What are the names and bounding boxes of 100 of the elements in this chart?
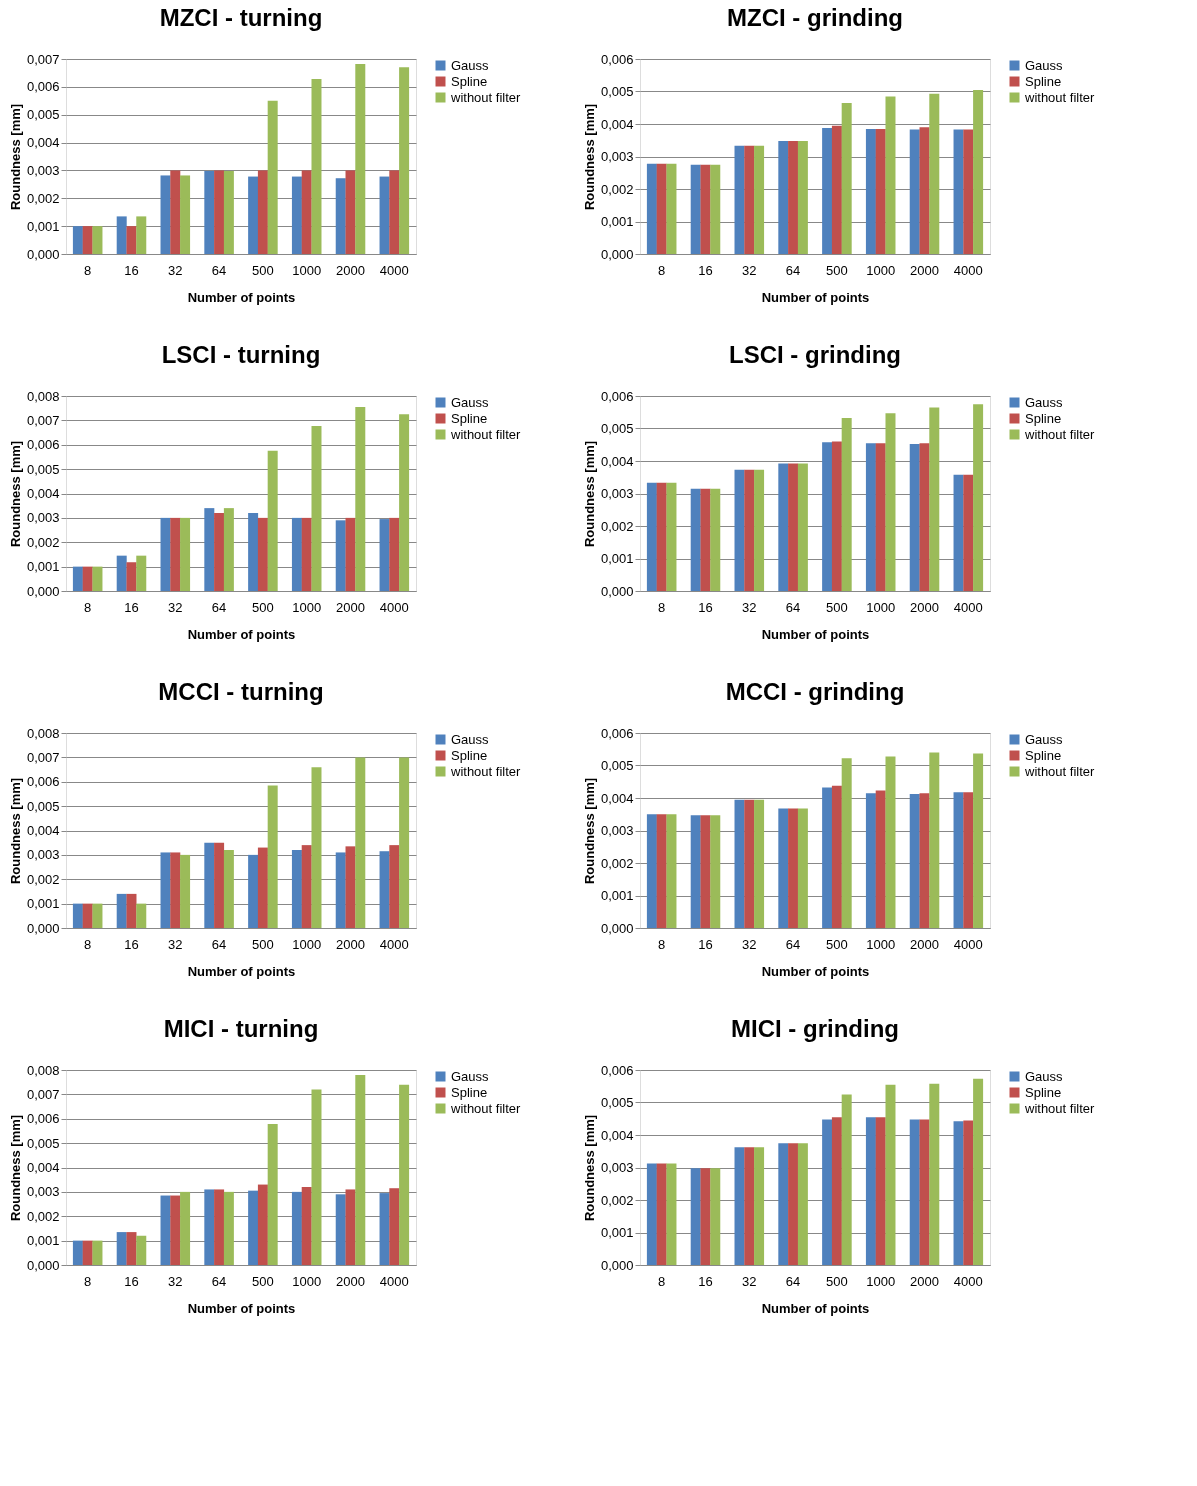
bar: [291, 850, 302, 928]
bar: [734, 1147, 745, 1265]
bar: [973, 404, 984, 591]
bar: [311, 425, 322, 591]
bar: [214, 170, 225, 254]
x-tick-label: 1000: [866, 599, 896, 615]
x-tick-label: 2000: [910, 599, 939, 615]
bar: [963, 1120, 974, 1265]
y-axis-title: Roundness [mm]: [7, 103, 23, 211]
x-tick-label: 8: [84, 599, 92, 615]
x-tick-label: 8: [84, 936, 92, 952]
bar: [116, 1232, 127, 1265]
bar: [379, 1193, 390, 1265]
bar: [291, 1191, 302, 1265]
x-tick-label: 8: [84, 1273, 92, 1289]
x-tick-label: 64: [211, 599, 227, 615]
y-tick-label: 0,003: [26, 510, 60, 526]
y-tick-label: 0,005: [600, 758, 634, 773]
bar: [248, 1190, 259, 1265]
bar: [345, 1189, 356, 1265]
bar: [656, 163, 667, 254]
bar: [82, 226, 93, 254]
y-tick-label: 0,000: [600, 1257, 634, 1273]
y-tick-label: 0,003: [26, 162, 60, 178]
bar: [257, 170, 268, 254]
bar: [919, 1119, 930, 1265]
bar: [267, 450, 278, 591]
y-tick-label: 0,006: [600, 388, 634, 404]
y-tick-label: 0,006: [26, 79, 60, 95]
x-tick-label: 8: [658, 262, 666, 278]
bar: [257, 1184, 268, 1265]
legend-label: without filter: [450, 89, 522, 105]
x-tick-label: 32: [168, 1273, 183, 1289]
legend-label: Gauss: [451, 394, 490, 410]
x-tick-label: 4000: [953, 1273, 983, 1289]
bar: [126, 226, 137, 254]
bar: [841, 758, 852, 928]
bar: [72, 1240, 83, 1265]
bar: [204, 170, 215, 254]
y-tick-label: 0,003: [26, 847, 60, 863]
chart-title: MICI - turning: [163, 1015, 319, 1042]
bar: [345, 846, 356, 928]
y-tick-label: 0,005: [600, 1095, 634, 1110]
bar: [963, 129, 974, 254]
bar: [180, 517, 191, 591]
bar: [744, 469, 755, 591]
y-tick-label: 0,008: [26, 725, 60, 741]
x-tick-label: 4000: [953, 262, 983, 278]
bar: [666, 163, 677, 254]
bar: [822, 1119, 833, 1265]
y-tick-label: 0,008: [26, 388, 60, 404]
y-axis-title: Roundness [mm]: [7, 440, 23, 548]
x-tick-label: 2000: [910, 262, 939, 278]
x-tick-label: 64: [785, 262, 801, 278]
bar: [646, 482, 657, 591]
bar: [919, 127, 930, 254]
y-tick-label: 0,000: [600, 246, 634, 262]
y-tick-label: 0,001: [26, 896, 60, 912]
chart-title: MZCI - turning: [159, 4, 323, 31]
bar: [744, 1147, 755, 1265]
x-axis-title: Number of points: [761, 626, 870, 642]
y-tick-label: 0,007: [26, 51, 60, 67]
bar: [389, 845, 400, 928]
x-tick-label: 64: [785, 936, 801, 952]
y-axis-title: Roundness [mm]: [7, 777, 23, 885]
bar: [116, 555, 127, 591]
y-tick-label: 0,006: [26, 437, 60, 453]
y-tick-label: 0,004: [26, 135, 60, 151]
bar: [831, 1117, 842, 1265]
y-tick-label: 0,004: [600, 790, 634, 806]
bar: [909, 444, 920, 591]
y-tick-label: 0,005: [26, 1135, 60, 1151]
bar: [885, 756, 896, 928]
bar: [267, 100, 278, 254]
bar: [92, 566, 103, 591]
x-tick-label: 2000: [910, 936, 939, 952]
bar: [797, 1143, 808, 1265]
bar: [335, 178, 346, 254]
bar: [257, 847, 268, 928]
bar: [72, 226, 83, 254]
y-tick-label: 0,002: [600, 1192, 634, 1208]
bar: [875, 1117, 886, 1265]
y-tick-label: 0,001: [26, 1233, 60, 1249]
bar: [822, 127, 833, 254]
bar: [92, 1240, 103, 1265]
bar: [223, 850, 234, 928]
legend-label: Spline: [451, 747, 488, 763]
bar: [841, 418, 852, 591]
x-tick-label: 16: [124, 936, 139, 952]
y-tick-label: 0,008: [26, 1062, 60, 1078]
bar: [389, 517, 400, 591]
x-tick-label: 16: [698, 936, 713, 952]
y-tick-label: 0,004: [26, 1160, 60, 1175]
x-tick-label: 64: [211, 262, 227, 278]
bar: [399, 414, 410, 591]
bar: [311, 1089, 322, 1265]
y-tick-label: 0,004: [26, 823, 60, 838]
bar: [335, 852, 346, 928]
bar: [345, 517, 356, 591]
legend-label: Gauss: [451, 57, 490, 73]
